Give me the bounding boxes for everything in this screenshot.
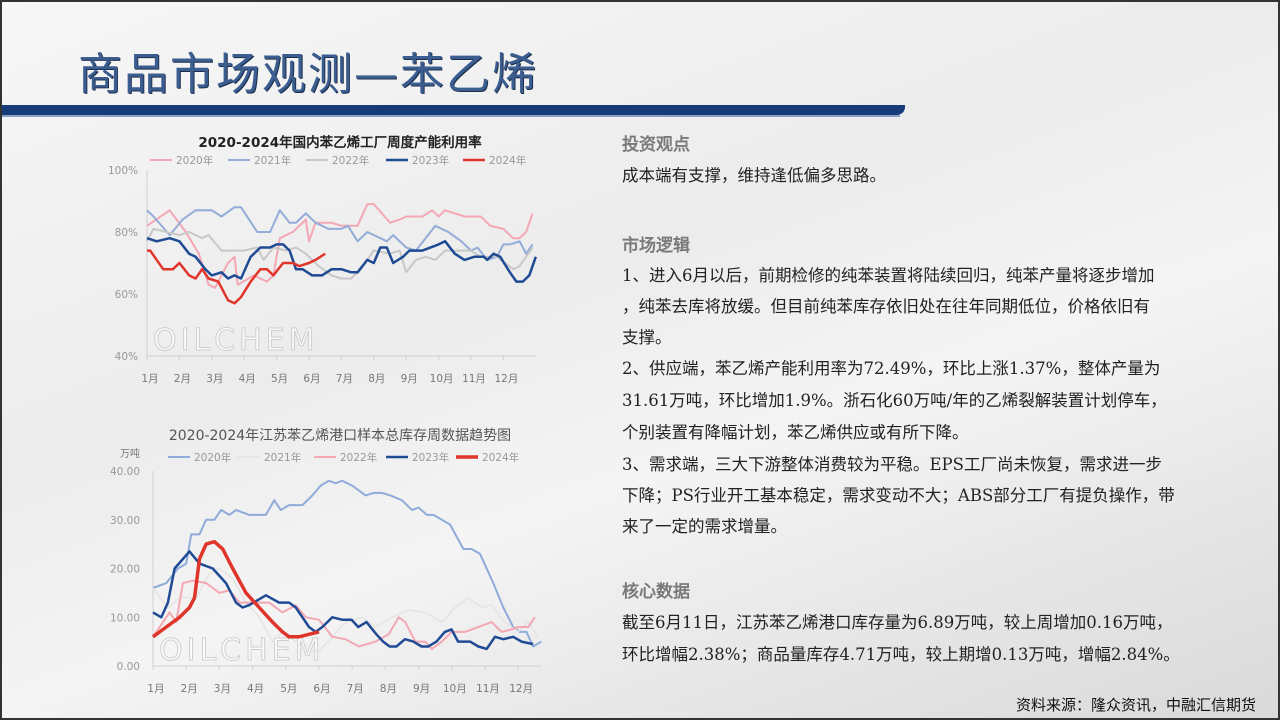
x-tick-label: 12月 [509, 683, 533, 695]
x-tick-label: 11月 [476, 683, 500, 695]
x-tick-label: 8月 [380, 683, 397, 695]
x-tick-label: 10月 [443, 683, 467, 695]
legend-label: 2022年 [340, 451, 377, 464]
title-underline-bar [0, 105, 905, 115]
chart-title: 2020-2024年国内苯乙烯工厂周度产能利用率 [198, 134, 482, 151]
watermark-logo: OILCHEM [159, 633, 325, 668]
x-tick-label: 9月 [401, 373, 418, 385]
y-tick-label: 40.00 [110, 466, 140, 478]
y-tick-label: 20.00 [110, 564, 140, 576]
x-tick-label: 8月 [368, 373, 385, 385]
x-tick-label: 1月 [147, 683, 164, 695]
legend-label: 2023年 [412, 154, 449, 167]
legend-label: 2021年 [254, 154, 291, 167]
slide-title: 商品市场观测—苯乙烯 [78, 49, 538, 100]
y-tick-label: 10.00 [110, 612, 140, 624]
series-line-2023年 [146, 236, 537, 283]
section-text-line: 下降；PS行业开工基本稳定，需求变动不大；ABS部分工厂有提负操作，带 [622, 486, 1175, 505]
x-tick-label: 10月 [430, 373, 454, 385]
title-underline-accent [0, 115, 900, 117]
y-tick-label: 40% [115, 351, 138, 363]
section-text-line: 环比增幅2.38%；商品量库存4.71万吨，较上期增0.13万吨，增幅2.84%… [622, 645, 1180, 664]
y-tick-label: 60% [115, 289, 138, 301]
section-text-line: 31.61万吨，环比增加1.9%。浙石化60万吨/年的乙烯裂解装置计划停车， [622, 391, 1167, 410]
x-tick-label: 7月 [336, 373, 353, 385]
x-tick-label: 4月 [239, 373, 256, 385]
x-tick-label: 7月 [347, 683, 364, 695]
x-tick-label: 5月 [280, 683, 297, 695]
section-text-line: 截至6月11日，江苏苯乙烯港口库存量为6.89万吨，较上周增加0.16万吨， [622, 613, 1173, 632]
legend-label: 2024年 [489, 154, 526, 167]
utilization-rate-chart: OILCHEM 2020-2024年国内苯乙烯工厂周度产能利用率 40% 60% 80%… [108, 134, 537, 385]
section-heading: 市场逻辑 [622, 236, 690, 256]
series-line-2020年 [152, 479, 542, 648]
section-text-line: 成本端有支撑，维持逢低偏多思路。 [622, 166, 886, 185]
y-tick-label: 30.00 [110, 515, 140, 527]
section-text-line: 2、供应端，苯乙烯产能利用率为72.49%，环比上涨1.37%，整体产量为 [622, 359, 1161, 378]
section-text-line: 3、需求端，三大下游整体消费较为平稳。EPS工厂尚未恢复，需求进一步 [622, 455, 1162, 474]
legend-label: 2022年 [332, 154, 369, 167]
section-text-line: 支撑。 [622, 328, 672, 347]
section-heading: 投资观点 [622, 135, 690, 155]
series-line-2022年 [146, 227, 534, 280]
x-tick-label: 2月 [181, 683, 198, 695]
x-tick-label: 1月 [141, 373, 158, 385]
data-source: 资料来源：隆众资讯，中融汇信期货 [1015, 696, 1256, 714]
x-tick-label: 5月 [271, 373, 288, 385]
x-tick-label: 11月 [462, 373, 486, 385]
x-tick-label: 9月 [413, 683, 430, 695]
x-tick-label: 4月 [247, 683, 264, 695]
chart-title: 2020-2024年江苏苯乙烯港口样本总库存周数据趋势图 [169, 427, 511, 444]
legend-label: 2020年 [176, 154, 213, 167]
series-line-2024年 [151, 539, 320, 639]
legend-label: 2023年 [412, 451, 449, 464]
x-tick-label: 12月 [494, 373, 518, 385]
legend-label: 2020年 [194, 451, 231, 464]
x-tick-label: 6月 [303, 373, 320, 385]
legend-label: 2024年 [482, 451, 519, 464]
series-line-2020年 [146, 203, 534, 289]
series-line-2021年 [152, 567, 539, 653]
series-line-2022年 [152, 579, 536, 650]
legend-label: 2021年 [264, 451, 301, 464]
x-tick-label: 6月 [313, 683, 330, 695]
x-tick-label: 3月 [206, 373, 223, 385]
section-text-line: 来了一定的需求增量。 [622, 517, 787, 536]
section-text-line: 1、进入6月以后，前期检修的纯苯装置将陆续回归，纯苯产量将逐步增加 [622, 266, 1155, 285]
y-tick-label: 80% [115, 227, 138, 239]
y-tick-label: 100% [108, 165, 138, 177]
watermark-logo: OILCHEM [153, 323, 319, 358]
series-line-2024年 [147, 249, 326, 305]
x-tick-label: 3月 [214, 683, 231, 695]
section-heading: 核心数据 [622, 582, 690, 602]
y-tick-label: 0.00 [117, 661, 140, 673]
y-axis-unit: 万吨 [120, 447, 140, 460]
section-text-line: ，纯苯去库将放缓。但目前纯苯库存依旧处在往年同期低位，价格依旧有 [622, 297, 1150, 316]
x-tick-label: 2月 [174, 373, 191, 385]
series-line-2023年 [152, 550, 534, 651]
section-text-line: 个别装置有降幅计划，苯乙烯供应或有所下降。 [622, 423, 969, 442]
